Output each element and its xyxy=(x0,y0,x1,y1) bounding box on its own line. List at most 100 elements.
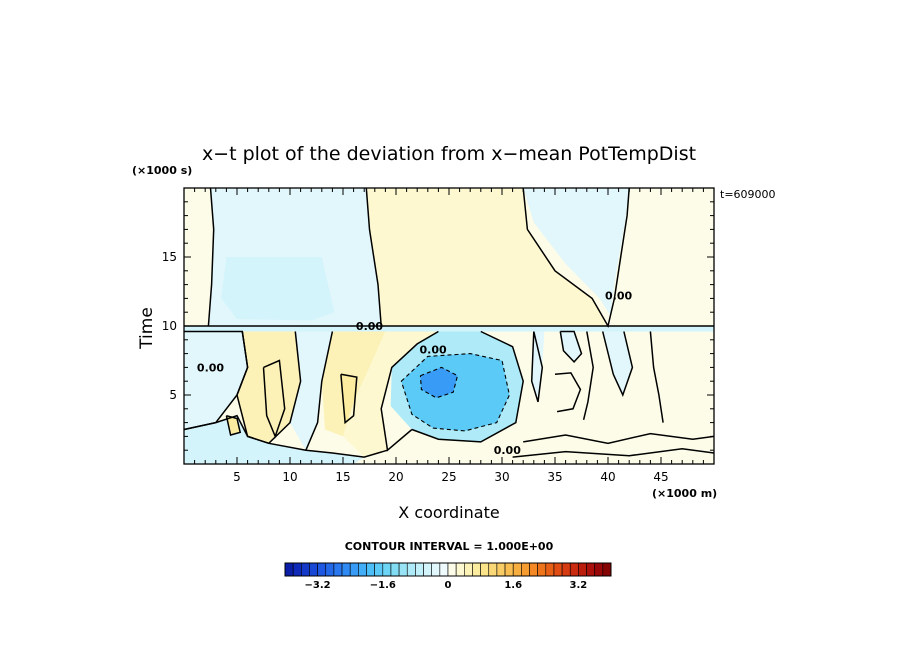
colorbar-swatch-20 xyxy=(447,562,457,577)
colorbar-swatch-10 xyxy=(366,562,375,577)
contour-line-1 xyxy=(365,188,382,327)
colorbar-swatch-3 xyxy=(309,562,318,577)
x-tick-label-10: 10 xyxy=(282,470,297,484)
heatmap-region-0 xyxy=(184,188,214,326)
heatmap-region-5 xyxy=(523,188,630,315)
contour-line-11 xyxy=(400,353,510,432)
contour-line-9 xyxy=(380,330,439,452)
colorbar-swatch-33 xyxy=(553,562,563,577)
colorbar-swatch-39 xyxy=(602,562,612,577)
colorbar-swatch-37 xyxy=(586,562,595,577)
colorbar-tick-label-3: 1.6 xyxy=(504,580,522,591)
colorbar-swatch-38 xyxy=(594,562,604,577)
colorbar-swatch-15 xyxy=(406,562,416,577)
heatmap-fill xyxy=(184,188,714,464)
colorbar-swatch-34 xyxy=(561,562,571,577)
colorbar-swatch-13 xyxy=(390,562,400,577)
x-tick-label-40: 40 xyxy=(600,470,615,484)
colorbar-swatch-27 xyxy=(504,562,514,577)
colorbar-swatch-18 xyxy=(431,562,441,577)
contour-label-4: 0.00 xyxy=(605,290,632,303)
axis-ticks: 5 10 15 20 25 30 35 40 45 5 10 15 xyxy=(162,187,715,484)
colorbar-swatch-17 xyxy=(423,562,432,577)
x-axis-label: X coordinate xyxy=(398,503,499,522)
colorbar-swatch-1 xyxy=(292,562,302,577)
colorbar-swatch-2 xyxy=(300,562,310,577)
x-tick-label-25: 25 xyxy=(441,470,456,484)
colorbar-swatch-26 xyxy=(496,562,506,577)
colorbar-swatch-22 xyxy=(463,562,473,577)
heatmap-region-21 xyxy=(602,331,633,395)
contour-line-15 xyxy=(554,372,582,413)
y-tick-label-10: 10 xyxy=(162,319,177,333)
colorbar-swatch-5 xyxy=(325,562,335,577)
contour-line-16 xyxy=(582,331,594,420)
contour-line-10 xyxy=(411,330,524,443)
colorbar-tick-label-4: 3.2 xyxy=(570,580,588,591)
contour-label-3: 0.00 xyxy=(494,444,521,457)
y-tick-label-15: 15 xyxy=(162,250,177,264)
colorbar-tick-label-1: −1.6 xyxy=(370,580,396,591)
contour-label-0: 0.00 xyxy=(356,320,383,333)
colorbar-swatch-6 xyxy=(333,562,343,577)
colorbar-swatch-9 xyxy=(358,562,367,577)
colorbar: −3.2 −1.6 0 1.6 3.2 xyxy=(284,562,612,591)
colorbar-swatch-4 xyxy=(317,562,327,577)
contour-line-8 xyxy=(340,373,358,425)
colorbar-swatch-23 xyxy=(472,562,481,577)
heatmap-region-7 xyxy=(184,326,714,332)
contour-line-14 xyxy=(559,330,583,364)
colorbar-swatch-32 xyxy=(545,562,555,577)
heatmap-region-3 xyxy=(366,188,608,326)
colorbar-swatch-30 xyxy=(529,562,538,577)
contour-label-2: 0.00 xyxy=(197,361,224,374)
contour-line-22 xyxy=(512,448,714,458)
colorbar-tick-label-0: −3.2 xyxy=(305,580,331,591)
x-tick-label-30: 30 xyxy=(494,470,509,484)
contour-label-1: 0.00 xyxy=(420,343,447,356)
contour-line-19 xyxy=(184,414,388,458)
colorbar-swatch-24 xyxy=(480,562,490,577)
colorbar-swatch-36 xyxy=(578,562,587,577)
x-tick-label-15: 15 xyxy=(335,470,350,484)
colorbar-swatch-11 xyxy=(374,562,384,577)
y-tick-label-5: 5 xyxy=(169,388,177,402)
contour-line-20 xyxy=(225,414,242,436)
heatmap-region-8 xyxy=(184,331,248,430)
contour-line-12 xyxy=(419,366,459,399)
colorbar-swatch-25 xyxy=(488,562,498,577)
colorbar-swatch-8 xyxy=(349,562,359,577)
colorbar-swatch-35 xyxy=(569,562,579,577)
colorbar-swatch-19 xyxy=(439,562,449,577)
x-tick-label-20: 20 xyxy=(388,470,403,484)
heatmap-region-10 xyxy=(263,360,285,437)
heatmap-region-6 xyxy=(608,188,714,326)
contour-labels: 0.00 0.00 0.00 0.00 0.00 xyxy=(197,290,633,458)
colorbar-swatch-21 xyxy=(455,562,465,577)
contour-line-6 xyxy=(262,359,286,439)
time-stamp-label: t=609000 xyxy=(720,188,776,201)
colorbar-swatch-0 xyxy=(284,562,294,577)
heatmap-region-17 xyxy=(420,367,458,398)
contour-line-21 xyxy=(523,432,714,445)
heatmap-region-2 xyxy=(221,257,335,321)
contour-line-7 xyxy=(305,331,334,451)
colorbar-frame xyxy=(284,562,612,577)
colorbar-swatch-14 xyxy=(398,562,408,577)
colorbar-swatch-7 xyxy=(341,562,351,577)
x-tick-label-45: 45 xyxy=(653,470,668,484)
y-axis-unit: (×1000 s) xyxy=(132,164,192,177)
colorbar-tick-label-2: 0 xyxy=(445,580,452,591)
heatmap-region-14 xyxy=(343,331,439,458)
colorbar-swatch-12 xyxy=(382,562,392,577)
contour-line-18 xyxy=(649,331,664,423)
contour-line-0 xyxy=(207,188,215,327)
heatmap-region-19 xyxy=(531,331,545,402)
colorbar-swatch-29 xyxy=(521,562,530,577)
y-axis-label: Time xyxy=(137,307,157,350)
contour-line-13 xyxy=(530,331,544,403)
colorbar-swatch-31 xyxy=(537,562,547,577)
contour-line-17 xyxy=(601,331,634,398)
x-tick-label-35: 35 xyxy=(547,470,562,484)
